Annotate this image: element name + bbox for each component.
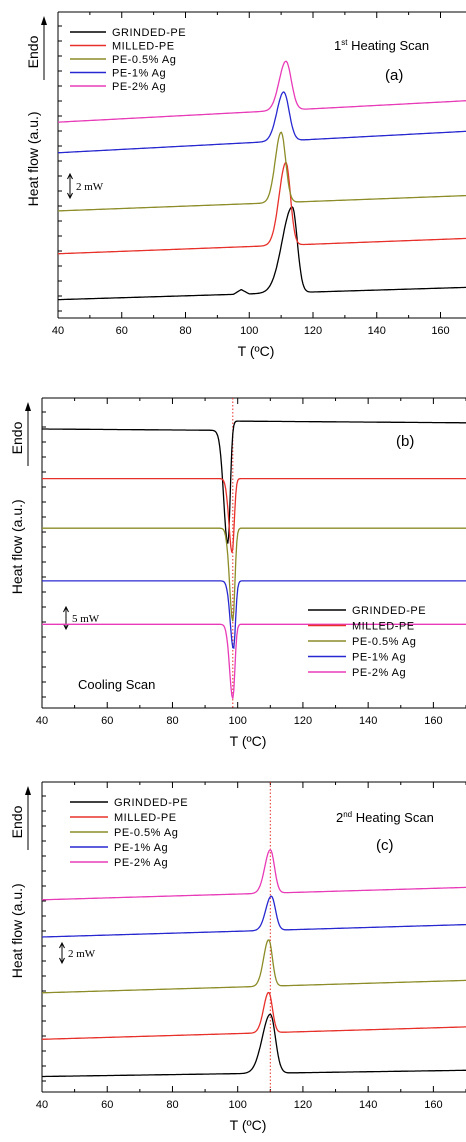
series-line-4 — [42, 580, 466, 650]
legend-label: GRINDED-PE — [114, 797, 188, 809]
x-tick-label: 40 — [36, 715, 48, 727]
series-line-2 — [42, 477, 466, 553]
scale-bar-label: 5 mW — [72, 613, 100, 625]
series-line-5 — [42, 623, 466, 699]
scale-bar-arrow-up — [67, 172, 73, 180]
scale-bar-arrow-up — [63, 605, 69, 613]
y-axis-title: Heat flow (a.u.) — [25, 111, 41, 206]
scale-bar-arrow-down — [59, 957, 65, 965]
x-tick-label: 160 — [424, 715, 442, 727]
panel-letter: (b) — [396, 433, 414, 450]
x-tick-label: 80 — [166, 715, 178, 727]
scale-bar-arrow-down — [63, 623, 69, 631]
legend-label: PE-2% Ag — [112, 81, 166, 93]
x-tick-label: 40 — [52, 325, 64, 337]
endo-arrow-head — [25, 786, 31, 795]
chart-panel-1: 40 60 80 100 120 140 160 T (ºC) Heat flow (a.u.)… — [25, 11, 466, 359]
series-line-5 — [42, 848, 466, 901]
endo-arrow-head — [41, 16, 47, 25]
endo-label: Endo — [25, 35, 41, 68]
panel-title: Cooling Scan — [78, 677, 155, 692]
series-line-4 — [57, 91, 466, 154]
series-line-4 — [42, 895, 466, 938]
panel-letter: (a) — [385, 67, 403, 84]
x-tick-label: 60 — [116, 325, 128, 337]
scale-bar-arrow-up — [59, 941, 65, 949]
series-line-3 — [42, 527, 466, 622]
x-tick-label: 80 — [179, 325, 191, 337]
x-tick-label: 40 — [36, 1099, 48, 1111]
legend-label: PE-0.5% Ag — [352, 636, 416, 648]
x-tick-label: 140 — [368, 325, 386, 337]
x-axis-title: T (ºC) — [238, 343, 275, 359]
endo-label: Endo — [9, 805, 25, 838]
endo-arrow-head — [25, 402, 31, 411]
legend-label: PE-2% Ag — [114, 857, 168, 869]
x-tick-label: 100 — [240, 325, 258, 337]
legend-label: PE-1% Ag — [112, 68, 166, 80]
x-tick-label: 120 — [304, 325, 322, 337]
x-tick-label: 60 — [101, 715, 113, 727]
panel-title: 2nd Heating Scan — [336, 810, 434, 825]
legend-label: MILLED-PE — [352, 621, 415, 633]
x-tick-label: 100 — [229, 1099, 247, 1111]
x-tick-label: 120 — [294, 1099, 312, 1111]
x-tick-label: 80 — [166, 1099, 178, 1111]
panel-title: 1st Heating Scan — [334, 38, 429, 53]
x-tick-label: 60 — [101, 1099, 113, 1111]
legend-label: GRINDED-PE — [112, 27, 186, 39]
panel-letter: (c) — [376, 837, 394, 854]
series-line-2 — [58, 162, 466, 255]
scale-bar-label: 2 mW — [76, 181, 104, 193]
series-line-2 — [42, 991, 466, 1040]
legend-label: MILLED-PE — [114, 812, 177, 824]
x-tick-label: 100 — [229, 715, 247, 727]
series-line-1 — [58, 206, 466, 301]
x-tick-label: 160 — [424, 1099, 442, 1111]
x-axis-title: T (ºC) — [230, 1117, 267, 1133]
y-axis-title: Heat flow (a.u.) — [9, 883, 25, 978]
x-axis-title: T (ºC) — [230, 733, 267, 749]
y-axis-title: Heat flow (a.u.) — [9, 499, 25, 594]
legend-label: PE-0.5% Ag — [114, 827, 178, 839]
series-line-3 — [42, 939, 466, 994]
endo-label: Endo — [9, 421, 25, 454]
series-line-5 — [57, 60, 466, 123]
series-line-1 — [42, 1013, 466, 1078]
chart-panel-2: 40 60 80 100 120 140 160 T (ºC) Heat flow (a.u.)… — [9, 397, 466, 749]
chart-panel-3: 40 60 80 100 120 140 160 T (ºC) Heat flow (a.u.)… — [9, 781, 466, 1133]
legend-label: PE-1% Ag — [352, 652, 406, 664]
scale-bar-arrow-down — [67, 192, 73, 200]
x-tick-label: 140 — [359, 1099, 377, 1111]
legend-label: PE-2% Ag — [352, 667, 406, 679]
legend-label: GRINDED-PE — [352, 605, 426, 617]
series-line-1 — [42, 420, 466, 544]
legend-label: PE-1% Ag — [114, 842, 168, 854]
x-tick-label: 160 — [431, 325, 449, 337]
x-tick-label: 120 — [294, 715, 312, 727]
series-line-3 — [58, 131, 466, 212]
legend-label: MILLED-PE — [112, 41, 175, 53]
legend-label: PE-0.5% Ag — [112, 54, 176, 66]
scale-bar-label: 2 mW — [68, 948, 96, 960]
x-tick-label: 140 — [359, 715, 377, 727]
